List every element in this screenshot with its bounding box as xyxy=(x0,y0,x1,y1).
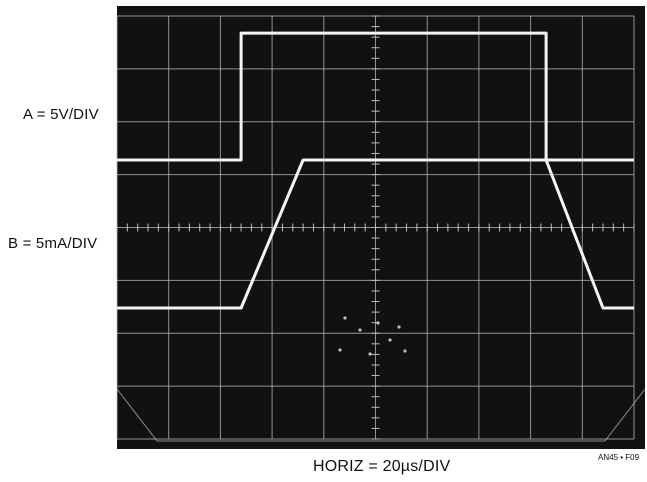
screen-bezel xyxy=(116,388,646,442)
phosphor-speck xyxy=(388,338,392,342)
phosphor-speck xyxy=(368,352,372,356)
x-axis-label: HORIZ = 20µs/DIV xyxy=(313,458,451,475)
phosphor-speck xyxy=(358,328,362,332)
channel-a-label: A = 5V/DIV xyxy=(23,106,99,123)
trace-b xyxy=(117,158,634,310)
trace-a xyxy=(117,31,634,162)
figure-id: AN45 • F09 xyxy=(598,453,640,462)
phosphor-speck xyxy=(397,325,401,329)
phosphor-speck xyxy=(376,321,380,325)
channel-b-label: B = 5mA/DIV xyxy=(8,235,98,252)
phosphor-speck xyxy=(403,349,407,353)
phosphor-speck xyxy=(338,348,342,352)
phosphor-speck xyxy=(343,316,347,320)
